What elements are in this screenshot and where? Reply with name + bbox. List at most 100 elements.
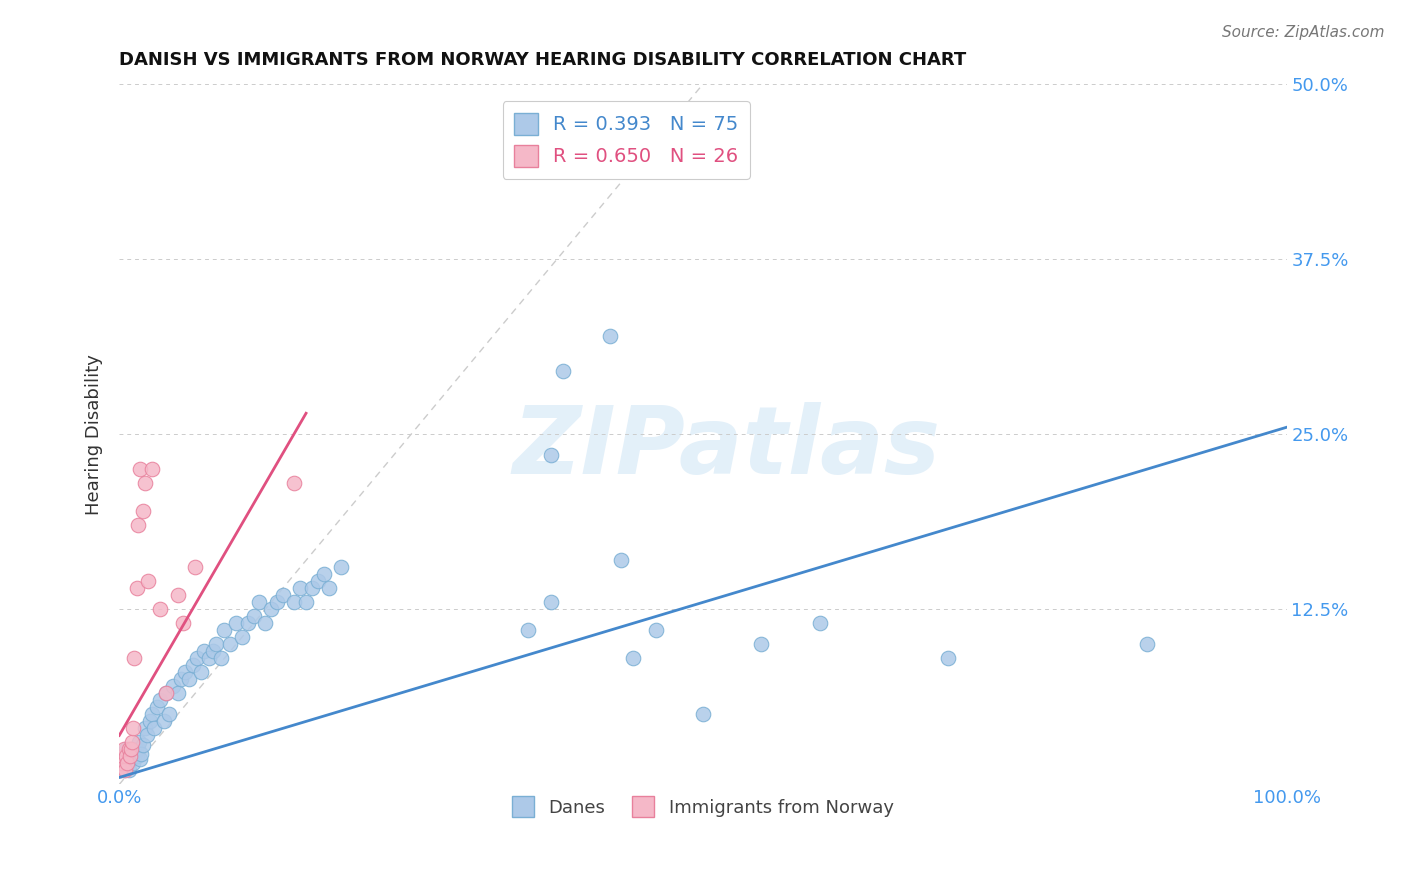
Point [131,504,153,518]
Point [166,686,188,700]
Point [128,735,150,749]
Point [610,553,633,567]
Point [330,560,353,574]
Point [112,764,135,778]
Point [186,651,208,665]
Point [120,742,142,756]
Text: ZIPatlas: ZIPatlas [512,402,941,494]
Point [110,764,132,778]
Point [254,616,277,631]
Point [136,728,159,742]
Point [173,665,195,680]
Point [290,582,312,596]
Point [540,448,562,462]
Point [645,624,668,638]
Y-axis label: Hearing Disability: Hearing Disability [86,354,103,515]
Point [127,518,149,533]
Point [118,749,141,764]
Point [172,616,194,631]
Point [318,582,340,596]
Point [1135,637,1157,651]
Point [110,756,132,771]
Point [692,707,714,722]
Point [114,764,136,778]
Point [125,749,148,764]
Point [540,595,562,609]
Point [125,582,148,596]
Point [138,574,160,589]
Point [143,722,166,736]
Point [131,747,153,761]
Point [307,574,329,589]
Point [129,462,152,476]
Point [141,707,163,722]
Point [184,560,207,574]
Point [181,658,204,673]
Point [166,588,188,602]
Point [122,722,145,736]
Point [621,651,644,665]
Point [138,714,160,729]
Point [190,665,212,680]
Point [155,686,177,700]
Point [117,756,139,771]
Point [112,742,135,756]
Point [295,595,318,609]
Point [179,673,201,687]
Point [134,722,156,736]
Point [242,609,264,624]
Point [117,756,139,771]
Point [124,749,146,764]
Point [115,749,138,764]
Point [283,595,305,609]
Point [551,364,574,378]
Point [193,644,215,658]
Point [271,588,294,602]
Point [283,476,305,491]
Point [198,651,221,665]
Point [236,616,259,631]
Point [111,749,134,764]
Point [124,651,146,665]
Point [149,693,172,707]
Point [201,644,224,658]
Point [219,637,242,651]
Text: DANISH VS IMMIGRANTS FROM NORWAY HEARING DISABILITY CORRELATION CHART: DANISH VS IMMIGRANTS FROM NORWAY HEARING… [120,51,966,69]
Point [162,679,184,693]
Point [121,742,143,756]
Point [159,707,181,722]
Point [247,595,270,609]
Point [141,462,163,476]
Point [110,756,132,771]
Point [209,651,232,665]
Point [145,700,167,714]
Point [121,735,143,749]
Point [749,637,772,651]
Point [134,476,156,491]
Point [129,752,152,766]
Point [120,752,142,766]
Point [599,329,621,343]
Point [312,567,335,582]
Point [111,749,134,764]
Point [127,742,149,756]
Point [110,764,132,778]
Legend: Danes, Immigrants from Norway: Danes, Immigrants from Norway [505,789,901,824]
Point [124,742,146,756]
Point [225,616,247,631]
Point [516,624,538,638]
Point [170,673,193,687]
Point [260,602,283,616]
Point [808,616,831,631]
Point [149,602,172,616]
Point [122,756,145,771]
Point [214,624,236,638]
Point [231,631,253,645]
Point [131,738,153,752]
Point [114,749,136,764]
Point [205,637,228,651]
Point [117,742,139,756]
Point [152,714,174,729]
Point [301,582,323,596]
Point [115,742,138,756]
